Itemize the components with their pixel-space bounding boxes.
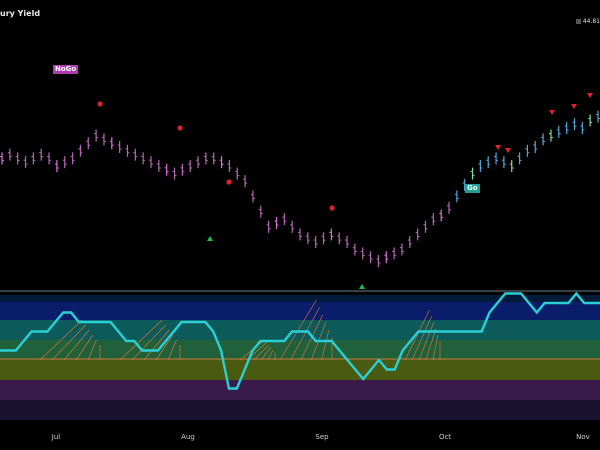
- green-triangle-marker-0: [207, 236, 213, 241]
- cone-4-line-1: [411, 316, 432, 361]
- x-tick-sep: Sep: [315, 433, 329, 441]
- red-dot-marker-2: [226, 179, 232, 185]
- red-dot-marker-0: [97, 101, 103, 107]
- cone-4-line-2: [418, 322, 435, 361]
- oscillator-bands: [0, 295, 600, 420]
- nogo-label: NoGo: [53, 65, 79, 74]
- oscillator-path: [0, 291, 600, 390]
- x-tick-aug: Aug: [181, 433, 195, 441]
- cone-0-line-3: [75, 334, 94, 361]
- red-dot-marker-3: [329, 205, 335, 211]
- cone-1-line-0: [119, 319, 163, 361]
- chart-title: ury Yield: [0, 9, 41, 18]
- x-tick-nov: Nov: [576, 433, 590, 441]
- oscillator-band-0: [0, 295, 600, 302]
- cone-4-line-3: [425, 328, 437, 361]
- go-label: Go: [465, 184, 480, 193]
- cone-0-line-0: [39, 319, 83, 361]
- cone-3-line-1: [290, 307, 320, 361]
- last-price-tag: 44.81: [575, 18, 600, 25]
- cone-3-line-4: [321, 329, 330, 361]
- cone-4-line-4: [432, 334, 439, 361]
- cone-1-line-3: [155, 334, 174, 361]
- oscillator-band-6: [0, 400, 600, 420]
- last-price-value: 44.81: [582, 18, 600, 25]
- cone-2-line-2: [253, 344, 269, 361]
- cone-0-line-4: [87, 339, 97, 361]
- oscillator-line: [0, 291, 600, 390]
- price-bars: [0, 110, 600, 267]
- green-triangle-marker-1: [359, 284, 365, 289]
- red-triangle-marker-3: [571, 104, 577, 109]
- oscillator-band-3: [0, 340, 600, 360]
- cone-1-line-2: [143, 329, 170, 361]
- cone-0-line-1: [51, 324, 86, 361]
- cone-1-line-4: [167, 339, 177, 361]
- cone-0-line-2: [63, 329, 90, 361]
- cone-2-line-4: [267, 349, 274, 361]
- x-tick-jul: Jul: [51, 433, 61, 441]
- red-triangle-marker-4: [587, 93, 593, 98]
- cone-4-line-0: [404, 309, 430, 361]
- cone-3-line-0: [279, 299, 317, 361]
- cone-1-line-1: [131, 324, 166, 361]
- oscillator-band-4: [0, 360, 600, 380]
- x-tick-oct: Oct: [438, 433, 452, 441]
- cone-2-line-3: [260, 347, 272, 361]
- red-triangle-marker-2: [549, 110, 555, 115]
- signal-markers: [97, 93, 593, 289]
- red-triangle-marker-1: [505, 148, 511, 153]
- oscillator-cones: [39, 299, 441, 361]
- oscillator-band-1: [0, 302, 600, 320]
- red-dot-marker-1: [177, 125, 183, 131]
- oscillator-band-2: [0, 320, 600, 340]
- red-triangle-marker-0: [495, 145, 501, 150]
- price-flag-icon: [575, 19, 581, 24]
- oscillator-band-5: [0, 380, 600, 400]
